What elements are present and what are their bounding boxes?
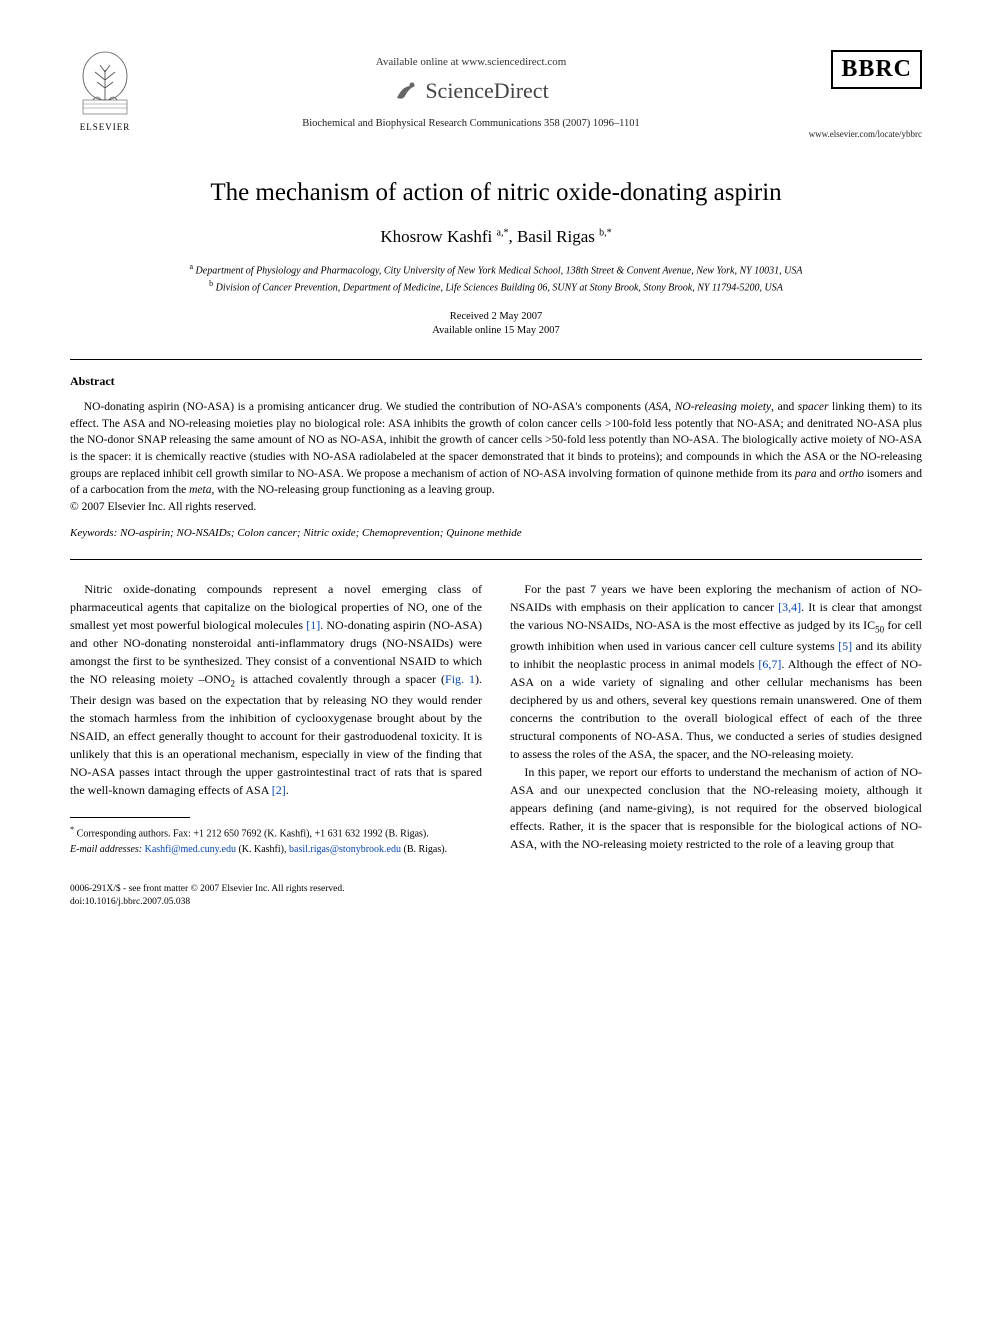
corresponding-footnote: * Corresponding authors. Fax: +1 212 650…	[70, 824, 482, 841]
footer: 0006-291X/$ - see front matter © 2007 El…	[70, 883, 922, 908]
body-columns: Nitric oxide-donating compounds represen…	[70, 580, 922, 859]
affiliations: a Department of Physiology and Pharmacol…	[70, 261, 922, 296]
abstract-heading: Abstract	[70, 374, 922, 389]
title-block: The mechanism of action of nitric oxide-…	[70, 179, 922, 339]
abstract-frag: NO-donating aspirin (NO-ASA) is a promis…	[84, 401, 649, 413]
keywords-label: Keywords:	[70, 527, 117, 539]
abstract-em: ASA	[648, 401, 668, 413]
divider-top	[70, 359, 922, 360]
ref-link[interactable]: [1]	[306, 618, 320, 632]
elsevier-label: ELSEVIER	[80, 122, 131, 132]
issn-line: 0006-291X/$ - see front matter © 2007 El…	[70, 883, 922, 895]
footnote-text: Corresponding authors. Fax: +1 212 650 7…	[74, 828, 429, 839]
body-paragraph: In this paper, we report our efforts to …	[510, 763, 922, 853]
bbrc-logo: BBRC	[831, 50, 922, 89]
abstract-em: ortho	[839, 468, 864, 480]
divider-bottom	[70, 559, 922, 560]
abstract-copyright: © 2007 Elsevier Inc. All rights reserved…	[70, 501, 922, 513]
email-footnote: E-mail addresses: Kashfi@med.cuny.edu (K…	[70, 843, 482, 857]
affil-b-text: Division of Cancer Prevention, Departmen…	[216, 283, 783, 294]
elsevier-logo: ELSEVIER	[70, 50, 140, 132]
footnote-text: (B. Rigas).	[401, 844, 447, 855]
ref-link[interactable]: [5]	[838, 639, 852, 653]
left-column: Nitric oxide-donating compounds represen…	[70, 580, 482, 859]
locate-url: www.elsevier.com/locate/ybbrc	[802, 129, 922, 139]
received-date: Received 2 May 2007	[70, 310, 922, 325]
available-date: Available online 15 May 2007	[70, 324, 922, 339]
right-column: For the past 7 years we have been explor…	[510, 580, 922, 859]
ref-link[interactable]: [6,7]	[758, 657, 781, 671]
dates: Received 2 May 2007 Available online 15 …	[70, 310, 922, 339]
body-paragraph: For the past 7 years we have been explor…	[510, 580, 922, 763]
header-row: ELSEVIER Available online at www.science…	[70, 50, 922, 139]
abstract-text: NO-donating aspirin (NO-ASA) is a promis…	[70, 399, 922, 499]
subscript: 50	[875, 624, 884, 634]
affil-a-text: Department of Physiology and Pharmacolog…	[196, 265, 803, 276]
abstract-frag: , with the NO-releasing group functionin…	[211, 484, 494, 496]
author-1-sup: a,*	[497, 227, 509, 238]
available-online-text: Available online at www.sciencedirect.co…	[140, 56, 802, 68]
elsevier-tree-icon	[75, 50, 135, 120]
center-header: Available online at www.sciencedirect.co…	[140, 50, 802, 129]
email-link[interactable]: Kashfi@med.cuny.edu	[145, 844, 236, 855]
sciencedirect-swoosh-icon	[393, 78, 419, 104]
affil-a-sup: a	[189, 262, 193, 271]
keywords: Keywords: NO-aspirin; NO-NSAIDs; Colon c…	[70, 527, 922, 539]
abstract-em: meta	[189, 484, 211, 496]
ref-link[interactable]: [2]	[272, 783, 286, 797]
affil-b-sup: b	[209, 279, 213, 288]
abstract-frag: and	[817, 468, 839, 480]
journal-citation: Biochemical and Biophysical Research Com…	[140, 118, 802, 129]
doi-line: doi:10.1016/j.bbrc.2007.05.038	[70, 896, 922, 908]
sciencedirect-logo: ScienceDirect	[393, 78, 548, 104]
paper-title: The mechanism of action of nitric oxide-…	[70, 179, 922, 207]
body-frag: is attached covalently through a spacer …	[235, 672, 445, 686]
email-link[interactable]: basil.rigas@stonybrook.edu	[289, 844, 401, 855]
keywords-text: NO-aspirin; NO-NSAIDs; Colon cancer; Nit…	[117, 527, 521, 539]
authors: Khosrow Kashfi a,*, Basil Rigas b,*	[70, 227, 922, 247]
bbrc-block: BBRC www.elsevier.com/locate/ybbrc	[802, 50, 922, 139]
abstract-section: Abstract NO-donating aspirin (NO-ASA) is…	[70, 374, 922, 539]
email-label: E-mail addresses:	[70, 844, 142, 855]
sciencedirect-text: ScienceDirect	[425, 78, 548, 104]
abstract-em: spacer	[798, 401, 829, 413]
abstract-em: para	[795, 468, 817, 480]
author-2-sup: b,*	[599, 227, 612, 238]
body-paragraph: Nitric oxide-donating compounds represen…	[70, 580, 482, 799]
abstract-frag: , and	[771, 401, 798, 413]
footnotes: * Corresponding authors. Fax: +1 212 650…	[70, 824, 482, 857]
ref-link[interactable]: [3,4]	[778, 600, 801, 614]
body-frag: .	[286, 783, 289, 797]
footnote-text: (K. Kashfi),	[236, 844, 289, 855]
fig-link[interactable]: Fig. 1	[445, 672, 475, 686]
footnote-separator	[70, 817, 190, 818]
author-2: Basil Rigas	[517, 227, 595, 246]
body-frag: ). Their design was based on the expecta…	[70, 672, 482, 797]
body-frag: . Although the effect of NO-ASA on a wid…	[510, 657, 922, 761]
author-1: Khosrow Kashfi	[380, 227, 492, 246]
abstract-em: NO-releasing moiety	[675, 401, 771, 413]
